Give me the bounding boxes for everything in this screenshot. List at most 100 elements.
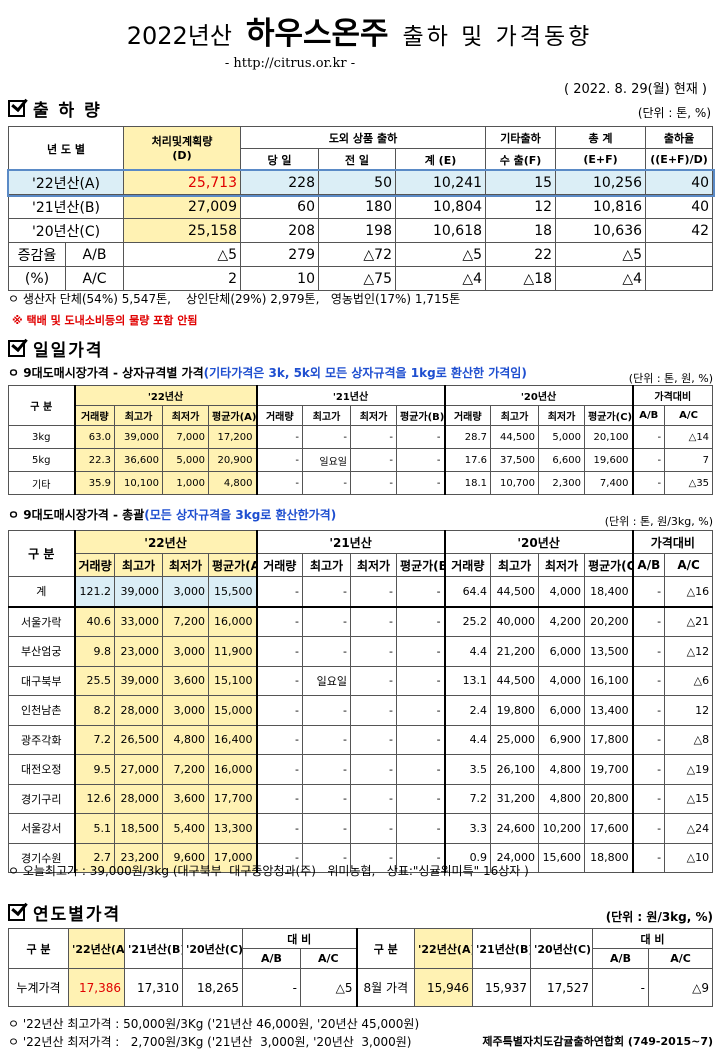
header-cell: A/B (631, 405, 666, 426)
value-cell: - (255, 576, 304, 607)
sub-label-note: (기타가격은 3k, 5k외 모든 상자규격을 1kg로 환산한 가격임) (203, 366, 527, 380)
header-cell: ((E+F)/D) (645, 148, 714, 171)
value-cell: - (350, 448, 398, 472)
value-cell: 3,600 (162, 665, 209, 696)
value-cell: 10,618 (394, 218, 487, 243)
data-row: 대전오정 9.5 27,000 7,200 16,000- - - -3.5 26,100 4,8… (8, 754, 714, 785)
value-cell: 22 (485, 242, 557, 267)
value-cell: - (396, 448, 446, 472)
value-cell: - (396, 636, 446, 667)
header-year: 2022년산 (126, 22, 232, 50)
check-icon (8, 100, 25, 117)
header-cell: '22년산 (73, 385, 258, 406)
value-cell: 21,200 (490, 636, 540, 667)
header-cell: 최저가 (162, 553, 209, 577)
value-cell: 19,800 (490, 695, 540, 726)
value-cell: 1,000 (162, 471, 209, 495)
value-cell: 17.6 (443, 448, 492, 472)
header-cell: 평균가(A) (207, 553, 258, 577)
value-cell: - (396, 471, 446, 495)
value-cell: 20,900 (207, 448, 258, 472)
note: ㅇ 생산자 단체(54%) 5,547톤, 상인단체(29%) 2,979톤, … (8, 292, 461, 306)
value-cell: 28,000 (114, 695, 163, 726)
data-row: 서울가락 40.6 33,000 7,200 16,000- - - -25.2 40,000 4… (8, 606, 714, 637)
section-title: 일일가격 (8, 336, 104, 361)
value-cell: 17,700 (207, 783, 258, 814)
value-cell: △5 (555, 242, 647, 267)
header-cell: 최고가 (302, 405, 352, 426)
value-cell: - (350, 606, 398, 637)
value-cell: △19 (664, 754, 714, 785)
value-cell: 15 (485, 170, 557, 195)
value-cell: 3,000 (162, 636, 209, 667)
header-cell: A/C (299, 948, 358, 969)
row-label: '21년산(B) (8, 194, 124, 219)
value-cell: - (302, 471, 352, 495)
value-cell: 20,800 (584, 783, 634, 814)
value-cell: 4,000 (538, 665, 586, 696)
value-cell: 17,600 (584, 813, 634, 844)
header-cell: A/B (242, 948, 301, 969)
value-cell: 13,400 (584, 695, 634, 726)
value-cell: 18,400 (584, 576, 634, 607)
value-cell: △21 (664, 606, 714, 637)
value-cell: 31,200 (490, 783, 540, 814)
value-cell: 15,000 (207, 695, 258, 726)
value-cell: 10,256 (555, 170, 647, 195)
value-cell: 20,200 (584, 606, 634, 637)
data-row: 기타 35.9 10,100 1,000 4,800- - - -18.1 10,700 2,30… (8, 471, 714, 495)
value-cell: - (631, 606, 666, 637)
value-cell: △15 (664, 783, 714, 814)
value-cell: 13,500 (584, 636, 634, 667)
value-cell: 40,000 (490, 606, 540, 637)
value-cell: 25,000 (490, 724, 540, 755)
value-cell: 10,200 (538, 813, 586, 844)
value-cell: 42 (645, 218, 714, 243)
header-cell: 구 분 (8, 530, 75, 577)
header-cell: 구 분 (355, 928, 416, 969)
value-cell: 12.6 (73, 783, 115, 814)
value-cell: - (255, 813, 304, 844)
value-cell: 3,000 (162, 695, 209, 726)
value-cell: 17,200 (207, 425, 258, 449)
value-cell: - (396, 425, 446, 449)
row-label: A/C (65, 266, 124, 291)
value-cell: 25,158 (123, 218, 241, 243)
value-cell: 26,100 (490, 754, 540, 785)
value-cell: - (396, 842, 446, 873)
header-cell: 최고가 (114, 553, 163, 577)
value-cell: 10 (240, 266, 319, 291)
value-cell: △4 (555, 266, 647, 291)
value-cell: 44,500 (490, 425, 540, 449)
value-cell: - (255, 724, 304, 755)
value-cell: 15,946 (414, 968, 474, 1007)
value-cell: 10,804 (394, 194, 487, 219)
header-cell: 평균가(B) (396, 553, 446, 577)
value-cell: 17,310 (124, 968, 183, 1007)
value-cell: 25.2 (443, 606, 492, 637)
value-cell: - (631, 471, 666, 495)
value-cell: △16 (664, 576, 714, 607)
header: 2022년산 하우스온주 출하 및 가격동향 (0, 8, 719, 53)
unit-label: (단위 : 원/3kg, %) (605, 910, 713, 924)
value-cell: 12 (485, 194, 557, 219)
value-cell: - (302, 425, 352, 449)
value-cell: 10,100 (114, 471, 163, 495)
section-title: 연도별가격 (8, 900, 121, 925)
value-cell: 16,400 (207, 724, 258, 755)
value-cell: 3,600 (162, 783, 209, 814)
value-cell: 121.2 (73, 576, 115, 607)
value-cell: △75 (318, 266, 396, 291)
value-cell: - (396, 813, 446, 844)
value-cell: - (396, 695, 446, 726)
row-label: 부산엄궁 (8, 636, 75, 667)
value-cell: - (396, 724, 446, 755)
value-cell: - (255, 425, 304, 449)
header-cell: 가격대비 (631, 530, 714, 554)
value-cell: - (631, 754, 666, 785)
value-cell: 17,386 (68, 968, 125, 1007)
value-cell: - (255, 754, 304, 785)
value-cell: 15,937 (472, 968, 532, 1007)
row-label: A/B (65, 242, 124, 267)
